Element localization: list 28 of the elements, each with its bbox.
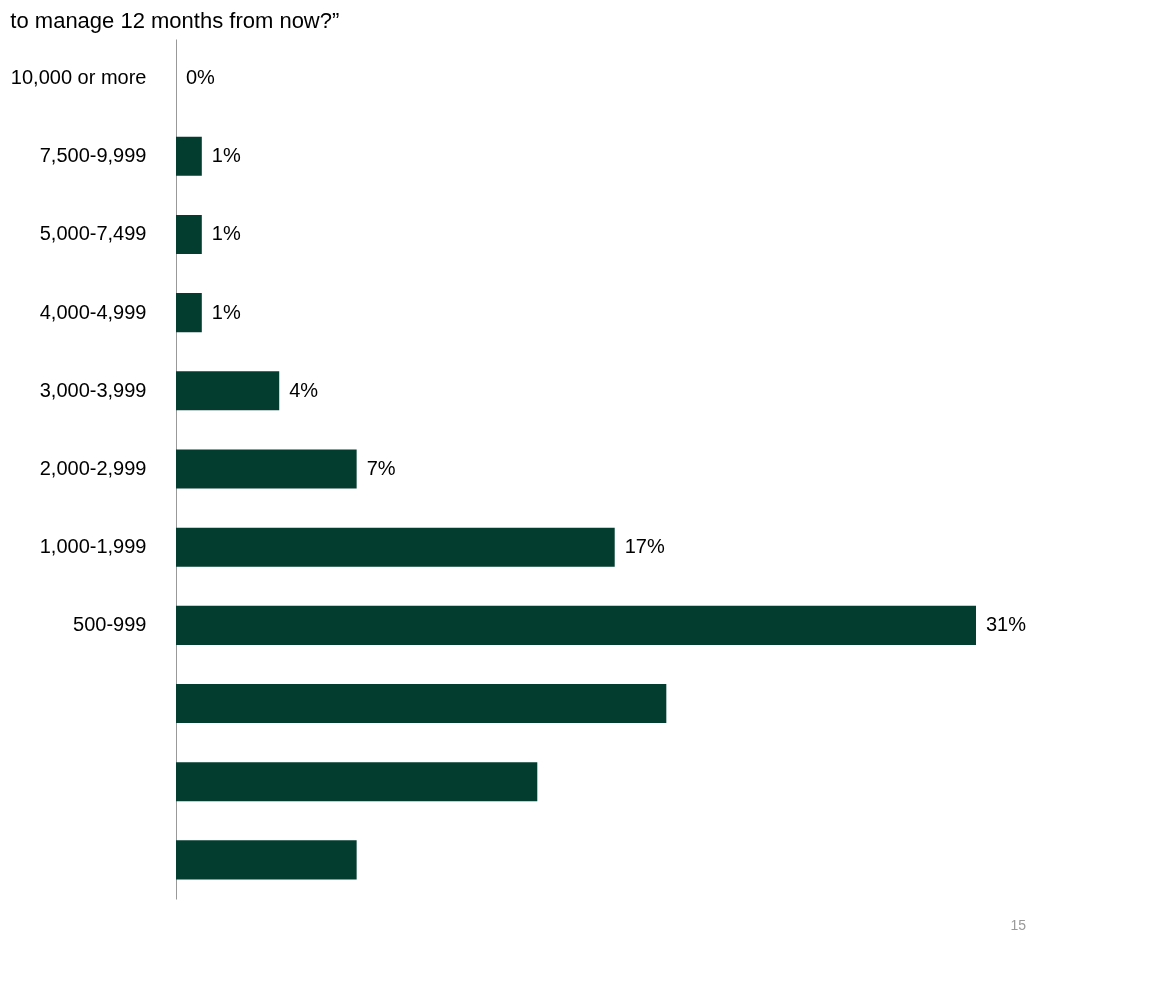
y-tick-label: 3,000-3,999: [39, 378, 147, 401]
bar: [176, 214, 202, 254]
data-label: 1%: [211, 300, 241, 323]
bar: [176, 840, 357, 880]
bar: [176, 762, 538, 802]
data-label: 1%: [211, 144, 241, 167]
bar: [176, 527, 615, 567]
bar: [176, 136, 202, 176]
bar: [176, 684, 667, 724]
data-label: 1%: [211, 222, 241, 245]
data-label: 7%: [366, 457, 396, 479]
data-label: 0%: [186, 66, 216, 89]
bar: [176, 293, 202, 333]
y-tick-label: 2,000-2,999: [39, 457, 147, 479]
chart-title: to manage 12 months from now?”: [10, 8, 340, 33]
y-tick-label: 7,500-9,999: [39, 144, 147, 167]
y-tick-label: 10,000 or more: [10, 66, 147, 89]
y-tick-label: 4,000-4,999: [39, 300, 147, 323]
bar: [176, 371, 280, 411]
data-label: 4%: [289, 378, 319, 401]
y-tick-label: 1,000-1,999: [39, 535, 147, 558]
text: 15: [1010, 917, 1027, 933]
data-label: 31%: [986, 613, 1027, 636]
data-label: 17%: [624, 535, 665, 558]
y-tick-label: 500-999: [73, 613, 147, 636]
bar: [176, 605, 976, 645]
y-tick-label: 5,000-7,499: [39, 222, 147, 245]
bar: [176, 449, 357, 489]
